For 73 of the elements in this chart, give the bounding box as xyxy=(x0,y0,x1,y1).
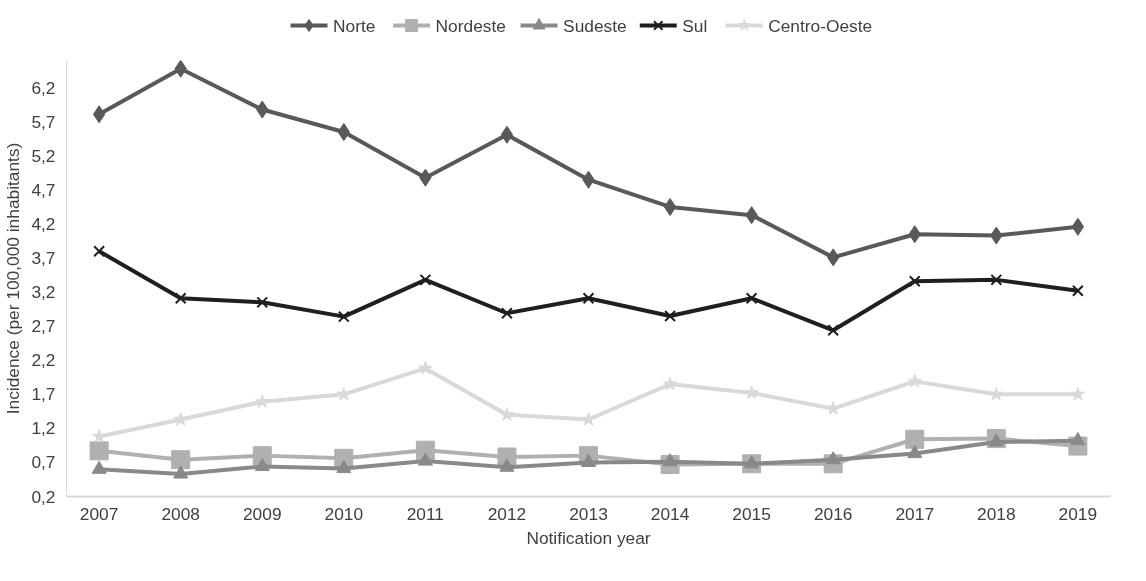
point xyxy=(417,452,433,466)
legend-label: Norte xyxy=(333,15,376,36)
y-tick-label: 1,2 xyxy=(31,418,56,439)
point xyxy=(582,292,595,305)
point xyxy=(91,460,107,474)
point xyxy=(336,459,352,474)
x-tick-label: 2009 xyxy=(242,503,282,524)
point xyxy=(337,310,350,323)
point xyxy=(93,245,106,258)
point xyxy=(1071,217,1085,236)
point xyxy=(499,458,515,472)
point xyxy=(171,450,191,470)
x-tick-label: 2013 xyxy=(569,503,608,524)
x-tick-label: 2015 xyxy=(732,503,771,524)
point xyxy=(336,386,351,401)
point xyxy=(419,273,432,286)
point xyxy=(989,386,1004,401)
legend-label: Nordeste xyxy=(435,15,506,36)
legend-label: Sudeste xyxy=(563,15,627,36)
y-tick-label: 2,2 xyxy=(31,350,56,371)
x-tick-label: 2014 xyxy=(650,503,690,524)
y-axis-title: Incidence (per 100,000 inhabitants) xyxy=(3,142,24,415)
point xyxy=(907,373,922,388)
point xyxy=(662,376,678,391)
point xyxy=(905,429,925,449)
x-tick-label: 2016 xyxy=(813,503,853,524)
point xyxy=(173,465,189,479)
point xyxy=(990,273,1003,286)
y-tick-label: 2,7 xyxy=(31,316,56,337)
point xyxy=(663,197,677,216)
y-tick-label: 4,2 xyxy=(31,214,56,234)
point xyxy=(1070,386,1086,401)
x-tick-label: 2010 xyxy=(324,503,364,524)
x-tick-label: 2011 xyxy=(406,503,445,524)
legend-label: Sul xyxy=(682,15,708,36)
point xyxy=(89,441,109,461)
x-tick-label: 2017 xyxy=(895,503,935,524)
point xyxy=(1070,432,1086,446)
point xyxy=(1071,284,1084,297)
x-tick-label: 2018 xyxy=(977,503,1016,524)
point xyxy=(908,275,921,288)
y-tick-label: 5,2 xyxy=(31,145,56,166)
point xyxy=(418,360,433,375)
point xyxy=(500,125,514,144)
point xyxy=(662,453,678,467)
point xyxy=(254,457,270,472)
point xyxy=(744,385,759,400)
point xyxy=(174,60,187,78)
point xyxy=(907,445,923,459)
point xyxy=(744,455,760,469)
point xyxy=(92,105,106,124)
y-tick-label: 6,2 xyxy=(31,77,56,98)
x-tick-label: 2007 xyxy=(79,503,119,524)
point xyxy=(500,307,513,320)
y-tick-label: 3,2 xyxy=(31,282,56,303)
x-tick-label: 2012 xyxy=(487,503,527,524)
x-axis-title: Notification year xyxy=(526,527,651,548)
point xyxy=(664,310,677,322)
point xyxy=(745,292,758,305)
y-tick-label: 0,2 xyxy=(31,486,56,507)
point xyxy=(174,292,187,305)
point xyxy=(256,296,269,309)
y-tick-label: 3,7 xyxy=(31,248,56,269)
y-tick-label: 1,7 xyxy=(31,384,56,405)
y-tick-label: 5,7 xyxy=(31,111,56,132)
y-tick-label: 0,7 xyxy=(31,452,56,473)
x-tick-label: 2008 xyxy=(161,503,200,524)
y-tick-label: 4,7 xyxy=(31,179,56,200)
legend-label: Centro-Oeste xyxy=(768,15,873,36)
point xyxy=(825,451,841,465)
point xyxy=(255,394,270,408)
point xyxy=(827,324,840,337)
x-tick-label: 2019 xyxy=(1058,503,1098,524)
